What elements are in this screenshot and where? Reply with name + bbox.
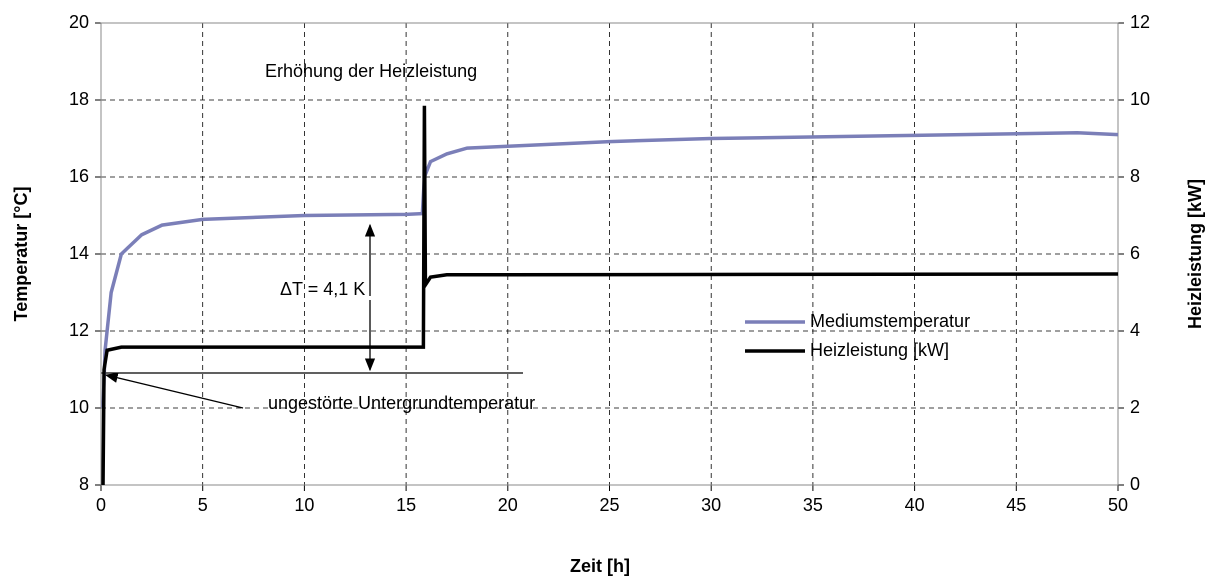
x-tick-label: 15	[396, 495, 416, 515]
x-tick-label: 35	[803, 495, 823, 515]
legend-label: Heizleistung [kW]	[810, 340, 949, 360]
series-line	[101, 105, 1119, 486]
plot-frame	[100, 22, 1119, 486]
y-tick-label: 12	[69, 320, 89, 340]
x-tick-label: 0	[96, 495, 106, 515]
y-tick-label: 10	[69, 397, 89, 417]
y2-tick-label: 2	[1130, 397, 1140, 417]
y-tick-label: 14	[69, 243, 89, 263]
series-line	[101, 130, 1119, 409]
x-tick-label: 25	[599, 495, 619, 515]
y2-tick-label: 0	[1130, 474, 1140, 494]
annotation: ΔT = 4,1 K	[280, 279, 365, 299]
y2-tick-label: 10	[1130, 89, 1150, 109]
legend-label: Mediumstemperatur	[810, 311, 970, 331]
y-tick-label: 18	[69, 89, 89, 109]
y2-tick-label: 12	[1130, 12, 1150, 32]
y-tick-label: 8	[79, 474, 89, 494]
y2-tick-label: 4	[1130, 320, 1140, 340]
y-tick-label: 16	[69, 166, 89, 186]
x-tick-label: 50	[1108, 495, 1128, 515]
y2-axis-label: Heizleistung [kW]	[1185, 179, 1205, 329]
y2-tick-label: 8	[1130, 166, 1140, 186]
annotation: Erhöhung der Heizleistung	[265, 61, 477, 81]
x-tick-label: 45	[1006, 495, 1026, 515]
arrow	[104, 372, 244, 409]
annotation: ungestörte Untergrundtemperatur	[268, 393, 535, 413]
x-tick-label: 40	[905, 495, 925, 515]
x-tick-label: 10	[294, 495, 314, 515]
x-tick-label: 20	[498, 495, 518, 515]
x-tick-label: 30	[701, 495, 721, 515]
x-tick-label: 5	[198, 495, 208, 515]
y-axis-label: Temperatur [°C]	[11, 187, 31, 322]
y2-tick-label: 6	[1130, 243, 1140, 263]
x-axis-label: Zeit [h]	[570, 556, 630, 576]
y-tick-label: 20	[69, 12, 89, 32]
